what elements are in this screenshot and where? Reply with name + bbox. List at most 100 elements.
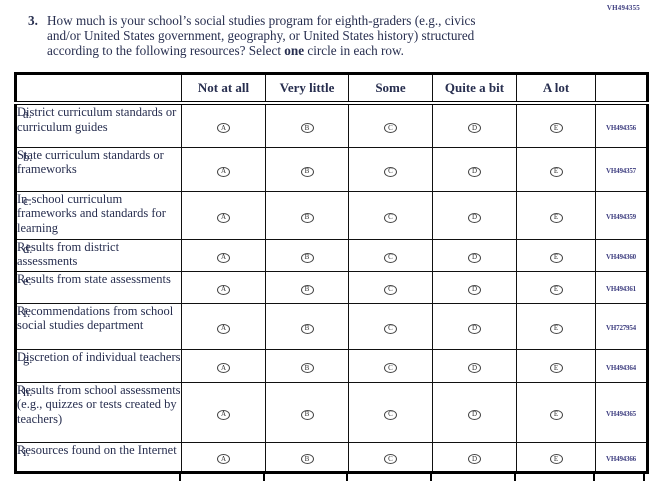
answer-bubble-a-very-little[interactable]: B [300,123,314,134]
table-row: i. Resources found on the Internet A B C D E VH… [15,441,648,473]
row-code: VH727954 [606,324,636,332]
row-letter: i. [23,444,30,459]
answer-bubble-d-very-little[interactable]: B [300,252,314,263]
answer-bubble-h-quite-a-bit[interactable]: D [468,409,481,420]
option-cell: A [181,441,266,473]
row-code: VH494360 [606,253,636,261]
table-row: c. In-school curriculum frameworks and st… [15,190,648,240]
option-cell: C [348,270,433,304]
option-cell: B [265,302,349,350]
answer-bubble-b-not-at-all[interactable]: A [217,166,230,177]
answer-bubble-i-a-lot[interactable]: E [549,454,563,464]
resources-table: Not at all Very little Some Quite a bit … [14,72,649,474]
row-label-cell: e. Results from state assessments [15,270,182,304]
answer-bubble-e-some[interactable]: C [384,284,397,295]
question-line-1: How much is your school’s social studies… [47,13,476,28]
row-label: Results from district assessments [17,239,120,269]
row-label: Results from state assessments [17,271,171,286]
row-code: VH494359 [606,213,636,221]
answer-bubble-i-some[interactable]: C [384,454,397,464]
row-letter: h. [23,384,33,399]
option-cell: D [432,146,517,192]
answer-bubble-e-a-lot[interactable]: E [549,284,563,295]
answer-bubble-e-quite-a-bit[interactable]: D [468,284,481,295]
row-code: VH494356 [606,123,636,132]
answer-bubble-g-some[interactable]: C [384,363,397,373]
row-code: VH494365 [606,410,636,418]
table-row: b. State curriculum standards or framewor… [15,146,648,192]
row-code: VH494357 [606,167,636,175]
answer-bubble-d-quite-a-bit[interactable]: D [468,252,481,263]
answer-bubble-a-quite-a-bit[interactable]: D [468,123,481,134]
row-letter: c. [23,193,32,208]
answer-bubble-g-a-lot[interactable]: E [549,363,563,373]
question-line-2: and/or United States government, geograp… [47,28,475,43]
answer-bubble-c-quite-a-bit[interactable]: D [468,212,481,223]
answer-bubble-h-not-at-all[interactable]: A [217,409,230,420]
table-continuation-stub [514,472,516,481]
row-code-cell: VH727954 [595,302,648,350]
row-label-cell: h. Results from school assessments (e.g.,… [15,381,182,443]
answer-bubble-i-not-at-all[interactable]: A [217,454,230,464]
row-code: VH494364 [606,363,636,372]
option-cell: C [348,302,433,350]
option-cell: E [516,102,596,148]
answer-bubble-b-quite-a-bit[interactable]: D [468,166,481,177]
option-cell: D [432,190,517,240]
answer-bubble-h-a-lot[interactable]: E [549,409,563,420]
answer-bubble-a-not-at-all[interactable]: A [217,123,230,134]
option-cell: B [265,348,349,383]
option-cell: A [181,238,266,272]
option-cell: C [348,441,433,473]
row-code: VH494361 [606,285,636,293]
option-cell: B [265,146,349,192]
option-cell: A [181,302,266,350]
answer-bubble-b-a-lot[interactable]: E [549,166,563,177]
answer-bubble-e-very-little[interactable]: B [300,284,314,295]
row-label: District curriculum standards or curricu… [17,105,177,134]
answer-bubble-i-very-little[interactable]: B [300,454,314,464]
answer-bubble-c-very-little[interactable]: B [300,212,314,223]
answer-bubble-f-quite-a-bit[interactable]: D [468,323,481,334]
table-row: g. Discretion of individual teachers A B C D E… [15,348,648,383]
question-number: 3. [28,13,38,28]
answer-bubble-a-a-lot[interactable]: E [549,123,563,134]
row-label-cell: g. Discretion of individual teachers [15,348,182,383]
answer-bubble-h-some[interactable]: C [384,409,397,420]
row-code-cell: VH494361 [595,270,648,304]
column-header-some: Some [348,73,433,105]
answer-bubble-g-very-little[interactable]: B [300,363,314,373]
answer-bubble-c-some[interactable]: C [384,212,397,223]
answer-bubble-b-some[interactable]: C [384,166,397,177]
answer-bubble-a-some[interactable]: C [384,123,397,134]
answer-bubble-b-very-little[interactable]: B [300,166,314,177]
option-cell: C [348,238,433,272]
table-wrap: Not at all Very little Some Quite a bit … [14,72,649,481]
column-header-resource [15,73,182,105]
row-code-cell: VH494366 [595,441,648,473]
answer-bubble-f-not-at-all[interactable]: A [217,323,230,334]
answer-bubble-f-some[interactable]: C [384,323,397,334]
option-cell: B [265,381,349,443]
answer-bubble-f-a-lot[interactable]: E [549,323,563,334]
row-code-cell: VH494360 [595,238,648,272]
option-cell: B [265,270,349,304]
row-label: In-school curriculum frameworks and stan… [17,191,166,235]
option-cell: D [432,302,517,350]
answer-bubble-g-not-at-all[interactable]: A [217,363,230,373]
question-block: 3. How much is your school’s social stud… [28,13,588,58]
answer-bubble-g-quite-a-bit[interactable]: D [468,363,481,373]
answer-bubble-d-not-at-all[interactable]: A [217,252,230,263]
answer-bubble-i-quite-a-bit[interactable]: D [468,454,481,464]
answer-bubble-d-some[interactable]: C [384,252,397,263]
answer-bubble-h-very-little[interactable]: B [300,409,314,420]
option-cell: B [265,190,349,240]
answer-bubble-e-not-at-all[interactable]: A [217,284,230,295]
answer-bubble-c-not-at-all[interactable]: A [217,212,230,223]
answer-bubble-c-a-lot[interactable]: E [549,212,563,223]
row-label-cell: b. State curriculum standards or framewor… [15,146,182,192]
table-continuation-stub [593,472,595,481]
answer-bubble-f-very-little[interactable]: B [300,323,314,334]
answer-bubble-d-a-lot[interactable]: E [549,252,563,263]
option-cell: E [516,348,596,383]
